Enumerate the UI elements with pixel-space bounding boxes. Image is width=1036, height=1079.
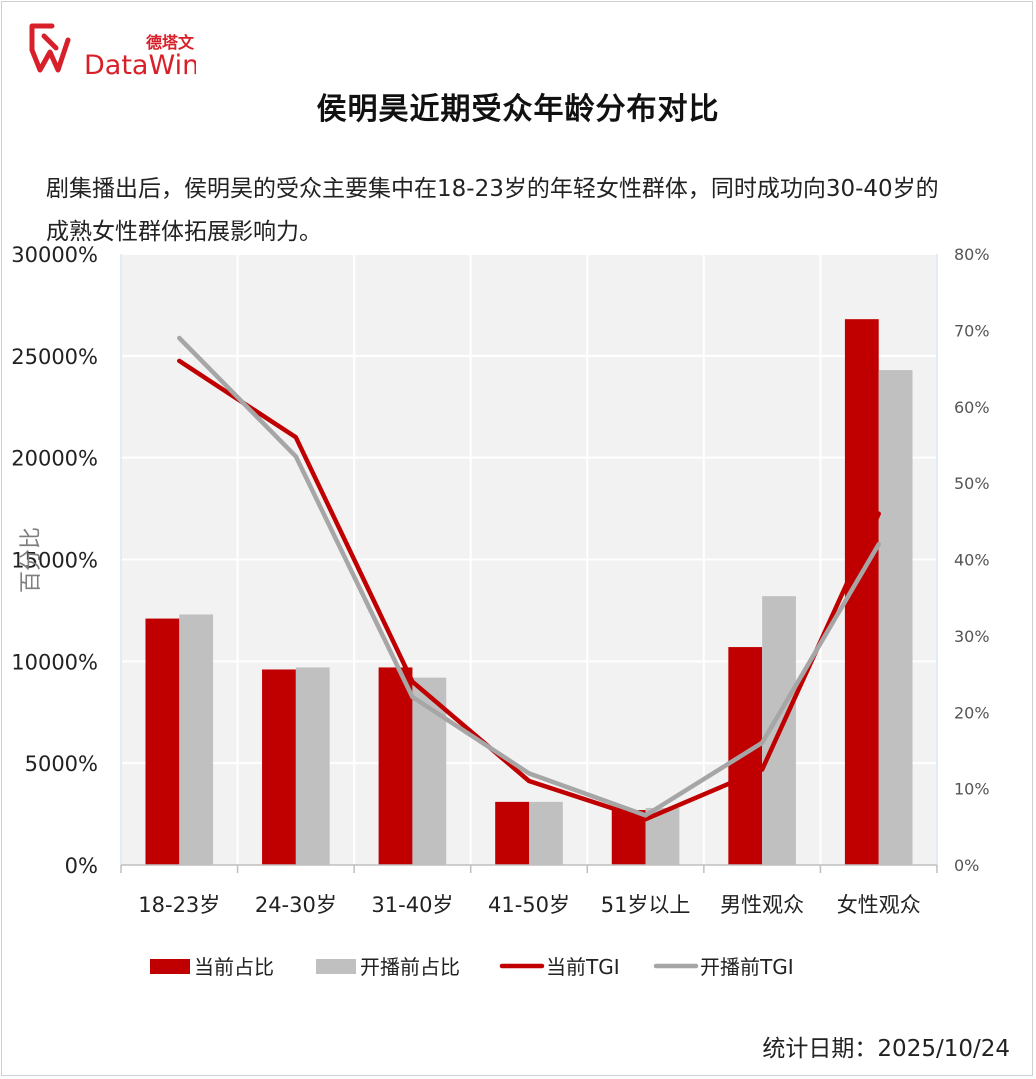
- bar-current-share: [145, 618, 180, 865]
- y-tick-label: 0%: [65, 854, 98, 878]
- y-axis-label: 百分比: [19, 527, 44, 593]
- x-tick-label: 女性观众: [837, 893, 921, 917]
- y2-tick-label: 50%: [954, 474, 990, 493]
- y-tick-label: 5000%: [25, 752, 98, 776]
- y2-tick-label: 60%: [954, 398, 990, 417]
- x-tick-label: 男性观众: [720, 893, 804, 917]
- legend-swatch-bar: [150, 959, 190, 974]
- axes: 0% 5000% 10000% 15000% 20000% 25000% 30000% 0% 1…: [11, 243, 989, 917]
- y2-tick-label: 40%: [954, 551, 990, 570]
- x-tick-label: 51岁以上: [601, 893, 691, 917]
- legend: 当前占比 开播前占比 当前TGI 开播前TGI: [150, 955, 794, 979]
- bar-current-share: [728, 647, 763, 865]
- legend-label: 开播前TGI: [700, 955, 794, 979]
- logo-mark-icon: [29, 23, 71, 73]
- y2-tick-label: 0%: [954, 856, 979, 875]
- y2-tick-label: 80%: [954, 245, 990, 264]
- y2-tick-label: 70%: [954, 321, 990, 340]
- logo-brand-cn: 德塔文: [146, 33, 195, 52]
- bar-current-share: [262, 669, 296, 865]
- legend-swatch-bar: [316, 959, 356, 974]
- y-tick-label: 15000%: [11, 549, 98, 573]
- bar-before-share: [529, 801, 563, 865]
- bar-before-share: [295, 667, 330, 865]
- y-tick-label: 25000%: [11, 345, 98, 369]
- y-tick-label: 30000%: [11, 243, 98, 267]
- y-tick-label: 10000%: [11, 650, 98, 674]
- line-series: [177, 335, 881, 822]
- x-tick-label: 31-40岁: [371, 893, 453, 917]
- chart-title: 侯明昊近期受众年龄分布对比: [316, 92, 720, 127]
- line-current-tgi: [177, 358, 881, 822]
- bar-current-share: [495, 801, 529, 865]
- x-tick-label: 41-50岁: [488, 893, 570, 917]
- y2-tick-label: 10%: [954, 780, 990, 799]
- logo-brand-en: DataWin: [84, 50, 196, 81]
- chart-description: 剧集播出后，侯明昊的受众主要集中在18-23岁的年轻女性群体，同时成功向30-4…: [46, 176, 939, 245]
- legend-label: 当前占比: [194, 955, 274, 979]
- stat-date: 统计日期：2025/10/24: [762, 1036, 1010, 1062]
- line-before-tgi: [177, 335, 881, 818]
- bar-before-share: [179, 614, 214, 865]
- bar-before-share: [878, 370, 913, 865]
- x-tick-label: 24-30岁: [255, 893, 337, 917]
- y2-tick-label: 30%: [954, 627, 990, 646]
- y2-tick-label: 20%: [954, 703, 990, 722]
- legend-label: 当前TGI: [546, 955, 620, 979]
- y-tick-label: 20000%: [11, 447, 98, 471]
- x-tick-label: 18-23岁: [138, 893, 220, 917]
- bar-current-share: [378, 667, 413, 865]
- legend-label: 开播前占比: [360, 955, 460, 979]
- datawin-logo: 德塔文 DataWin: [29, 23, 196, 81]
